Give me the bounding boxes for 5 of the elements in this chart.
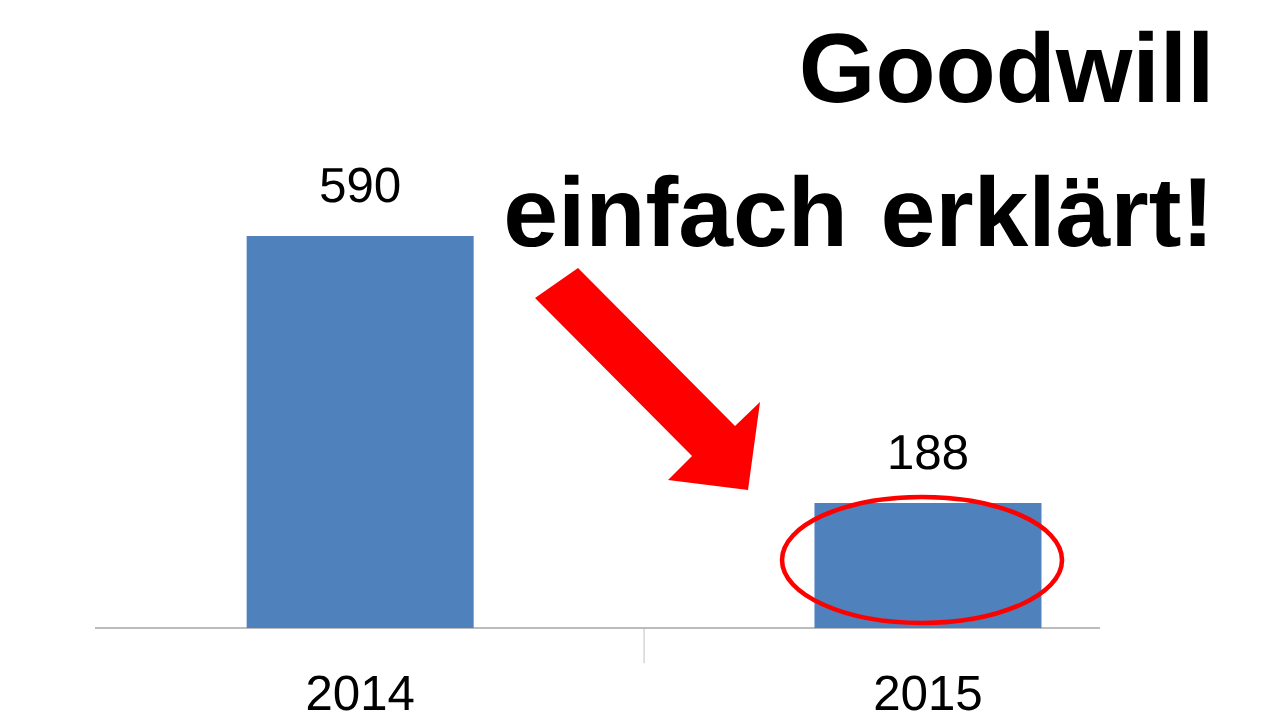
chart-title: Goodwill einfach erklärt! xyxy=(507,30,1208,248)
x-tick-label: 2014 xyxy=(307,675,414,711)
data-label: 188 xyxy=(890,434,967,470)
x-tick-label: 2015 xyxy=(875,675,981,711)
data-label: 590 xyxy=(321,167,400,203)
